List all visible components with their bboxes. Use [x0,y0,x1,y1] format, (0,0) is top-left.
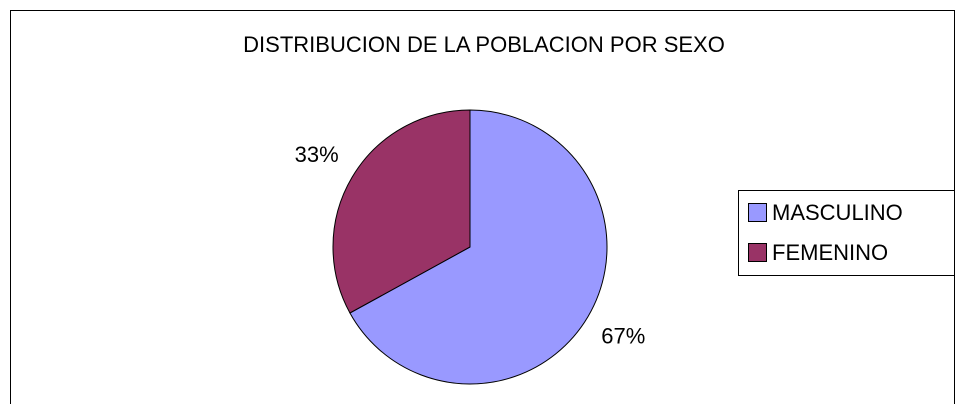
legend-swatch [748,243,767,262]
legend-box [738,190,955,276]
pie-slice [332,109,471,314]
legend-label: FEMENINO [772,240,888,265]
legend-swatch [748,203,767,222]
data-label: 33% [295,142,339,167]
legend-label: MASCULINO [772,200,903,225]
chart-title: DISTRIBUCION DE LA POBLACION POR SEXO [243,32,725,57]
data-label: 67% [601,323,645,348]
pie-slice [349,109,608,385]
